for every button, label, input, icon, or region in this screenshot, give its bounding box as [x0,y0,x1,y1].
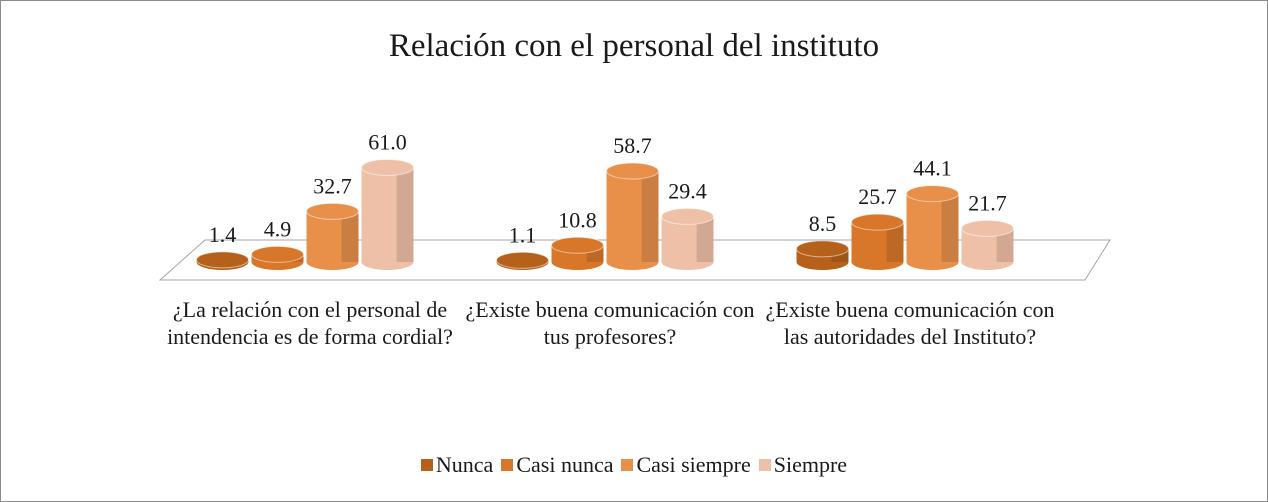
bar-top [906,185,959,203]
legend-swatch [758,459,771,471]
bar-top [851,213,904,231]
bar [961,219,1014,270]
data-label: 58.7 [613,133,652,158]
bar-top [306,202,359,220]
bar [196,251,249,270]
legend-label: Siempre [773,452,848,477]
bar-bottom [551,254,604,270]
bar-bottom [906,254,959,270]
x-tick-label: ¿Existe buena comunicación con tus profe… [465,297,755,349]
bar-top [661,207,714,225]
bar [906,185,959,270]
bar-top [361,158,414,176]
legend-label: Casi nunca [516,452,614,477]
data-label: 10.8 [558,207,597,232]
bar-shade [941,193,959,262]
bar-body [906,193,959,262]
bar [496,251,549,270]
data-label: 8.5 [809,211,837,236]
chart-title: Relación con el personal del instituto [388,28,880,64]
bar-bottom [306,254,359,270]
bar-shade [886,222,904,262]
legend-label: Nunca [435,452,494,477]
bar [361,158,414,270]
bar-bottom [961,254,1014,270]
bar [306,202,359,270]
bar-shade [396,167,414,262]
data-label: 61.0 [368,129,407,154]
bar-bottom [606,254,659,270]
bar [551,236,604,270]
bar-top [796,240,849,258]
data-label: 21.7 [968,190,1007,215]
legend-swatch [621,459,634,471]
legend-item: Casi siempre [621,452,751,478]
legend-swatch [501,459,514,471]
legend-swatch [420,459,433,471]
data-label: 32.7 [313,173,352,198]
legend-label: Casi siempre [636,452,751,477]
legend-item: Siempre [758,452,848,478]
data-label: 25.7 [858,184,897,209]
bar-top [606,162,659,180]
legend: Nunca Casi nunca Casi siempre Siempre [0,452,1268,478]
bar-shade [696,216,714,262]
bar [796,240,849,270]
data-label: 1.4 [209,222,237,247]
bar-shade [996,228,1014,262]
data-label: 29.4 [668,178,707,203]
legend-item: Casi nunca [501,452,613,478]
bar-bottom [796,254,849,270]
data-label: 4.9 [264,216,292,241]
bar [251,245,304,270]
bar-body [361,167,414,262]
bar-shade [641,171,659,262]
x-tick-label: ¿La relación con el personal de intenden… [167,297,453,349]
bar-bottom [361,254,414,270]
bar [606,162,659,270]
bar-top [551,236,604,254]
bar-top [251,245,304,263]
bar-top [961,219,1014,237]
bar-top [196,251,249,269]
legend-item: Nunca [420,452,494,478]
bar-body [606,171,659,262]
bar-top [496,251,549,269]
bar-bottom [661,254,714,270]
data-label: 1.1 [509,222,537,247]
bar [851,213,904,270]
x-tick-label: ¿Existe buena comunicación con las autor… [765,297,1055,349]
data-label: 44.1 [913,156,952,181]
bar-bottom [851,254,904,270]
bar [661,207,714,270]
bar-shade [341,211,359,262]
